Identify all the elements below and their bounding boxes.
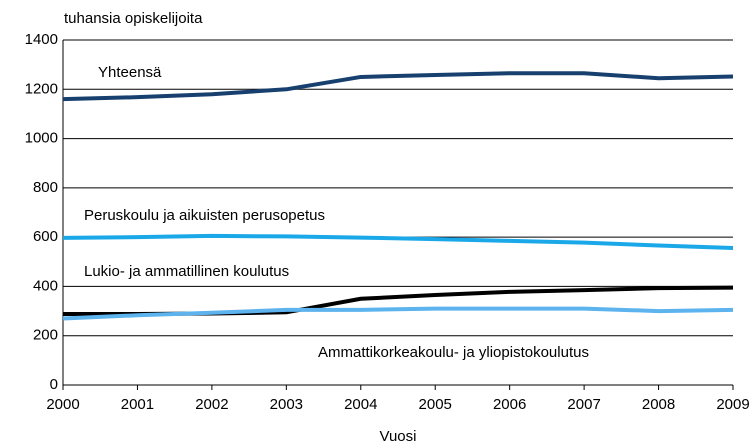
series-label: Peruskoulu ja aikuisten perusopetus: [84, 207, 325, 224]
x-tick-label: 2005: [419, 396, 452, 413]
x-tick-label: 2004: [344, 396, 377, 413]
x-tick-label: 2000: [46, 396, 79, 413]
x-tick-label: 2003: [270, 396, 303, 413]
x-tick-label: 2007: [567, 396, 600, 413]
x-tick-label: 2006: [493, 396, 526, 413]
x-tick-label: 2002: [195, 396, 228, 413]
y-tick-label: 800: [33, 179, 58, 196]
series-label: Lukio- ja ammatillinen koulutus: [84, 263, 289, 280]
y-tick-label: 400: [33, 277, 58, 294]
x-axis-title: Vuosi: [380, 428, 417, 445]
y-tick-label: 200: [33, 327, 58, 344]
x-tick-label: 2001: [121, 396, 154, 413]
x-tick-label: 2008: [642, 396, 675, 413]
series-line: [62, 71, 734, 102]
series-line: [62, 306, 734, 321]
y-tick-label: 1400: [25, 31, 58, 48]
series-line: [62, 233, 734, 250]
y-tick-label: 600: [33, 228, 58, 245]
x-tick-label: 2009: [716, 396, 749, 413]
series-label: Yhteensä: [98, 64, 162, 81]
y-tick-label: 1000: [25, 130, 58, 147]
y-axis-title: tuhansia opiskelijoita: [64, 10, 203, 27]
y-tick-label: 1200: [25, 80, 58, 97]
y-tick-label: 0: [50, 376, 58, 393]
series-label: Ammattikorkeakoulu- ja yliopistokoulutus: [318, 344, 589, 361]
